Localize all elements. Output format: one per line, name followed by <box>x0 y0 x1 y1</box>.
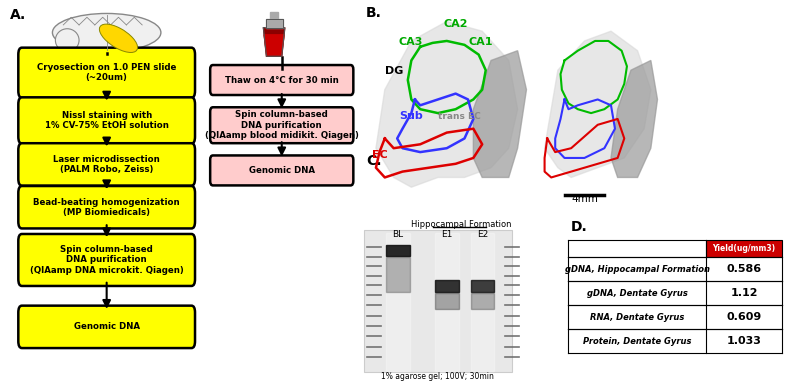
Text: B.: B. <box>365 6 382 20</box>
FancyBboxPatch shape <box>19 234 195 286</box>
Text: Thaw on 4°C for 30 min: Thaw on 4°C for 30 min <box>225 76 339 85</box>
FancyBboxPatch shape <box>19 98 195 144</box>
FancyBboxPatch shape <box>210 156 353 185</box>
Text: gDNA, Hippocampal Formation: gDNA, Hippocampal Formation <box>564 265 710 274</box>
Text: Spin column-based
DNA purification
(QIAamp DNA microkit. Qiagen): Spin column-based DNA purification (QIAa… <box>30 245 184 275</box>
FancyBboxPatch shape <box>19 186 195 229</box>
Polygon shape <box>270 12 278 20</box>
Polygon shape <box>264 35 284 55</box>
Text: DG: DG <box>385 66 403 76</box>
Polygon shape <box>471 233 494 370</box>
Polygon shape <box>471 280 494 292</box>
Text: Yield(ug/mm3): Yield(ug/mm3) <box>712 244 775 254</box>
Text: CA2: CA2 <box>444 19 468 29</box>
Text: BL: BL <box>392 230 403 239</box>
Text: RNA, Dentate Gyrus: RNA, Dentate Gyrus <box>590 313 684 322</box>
Text: Nissl staining with
1% CV-75% EtOH solution: Nissl staining with 1% CV-75% EtOH solut… <box>45 111 168 130</box>
Text: 4mm: 4mm <box>571 194 598 204</box>
Text: CA1: CA1 <box>468 37 493 47</box>
Polygon shape <box>471 293 494 309</box>
FancyBboxPatch shape <box>19 143 195 186</box>
Polygon shape <box>376 21 518 187</box>
Text: E2: E2 <box>477 230 488 239</box>
Text: Cryosection on 1.0 PEN slide
(~20um): Cryosection on 1.0 PEN slide (~20um) <box>37 63 176 82</box>
Text: Sub: Sub <box>399 111 423 121</box>
Polygon shape <box>436 293 459 309</box>
Ellipse shape <box>52 13 161 51</box>
Text: 0.609: 0.609 <box>726 312 762 323</box>
Polygon shape <box>473 51 526 177</box>
Text: E1: E1 <box>441 230 452 239</box>
Polygon shape <box>266 20 283 28</box>
Text: D.: D. <box>571 220 588 234</box>
Text: 1% agarose gel; 100V; 30min: 1% agarose gel; 100V; 30min <box>381 372 493 381</box>
FancyBboxPatch shape <box>364 230 512 372</box>
Ellipse shape <box>99 24 138 53</box>
Text: Bead-beating homogenization
(MP Biomiedicals): Bead-beating homogenization (MP Biomiedi… <box>33 197 180 217</box>
Text: 1.033: 1.033 <box>727 337 762 346</box>
Text: 0.586: 0.586 <box>726 264 762 275</box>
Text: Laser microdissection
(PALM Robo, Zeiss): Laser microdissection (PALM Robo, Zeiss) <box>53 155 160 174</box>
Text: Genomic DNA: Genomic DNA <box>74 323 139 332</box>
Polygon shape <box>386 245 410 256</box>
Polygon shape <box>386 257 410 292</box>
FancyBboxPatch shape <box>706 240 782 257</box>
Text: EC: EC <box>373 150 388 160</box>
FancyBboxPatch shape <box>210 107 353 143</box>
Text: Hippocampal Formation: Hippocampal Formation <box>411 220 511 229</box>
Text: gDNA, Dentate Gyrus: gDNA, Dentate Gyrus <box>587 289 687 298</box>
Polygon shape <box>436 280 459 292</box>
FancyBboxPatch shape <box>19 306 195 348</box>
Ellipse shape <box>56 29 79 51</box>
Polygon shape <box>263 28 285 56</box>
Text: A.: A. <box>10 8 27 22</box>
Text: Spin column-based
DNA purification
(QIAamp blood midikit. Qiagen): Spin column-based DNA purification (QIAa… <box>204 110 359 140</box>
Polygon shape <box>386 233 410 370</box>
Polygon shape <box>611 60 658 177</box>
FancyBboxPatch shape <box>210 65 353 95</box>
Text: C.: C. <box>365 154 382 168</box>
Text: CA3: CA3 <box>399 37 423 47</box>
Polygon shape <box>436 233 459 370</box>
Text: Genomic DNA: Genomic DNA <box>249 166 315 175</box>
FancyBboxPatch shape <box>19 48 195 98</box>
Text: 1.12: 1.12 <box>730 289 758 298</box>
Polygon shape <box>544 31 650 177</box>
Text: trans EC: trans EC <box>438 112 481 121</box>
Text: Protein, Dentate Gyrus: Protein, Dentate Gyrus <box>583 337 691 346</box>
